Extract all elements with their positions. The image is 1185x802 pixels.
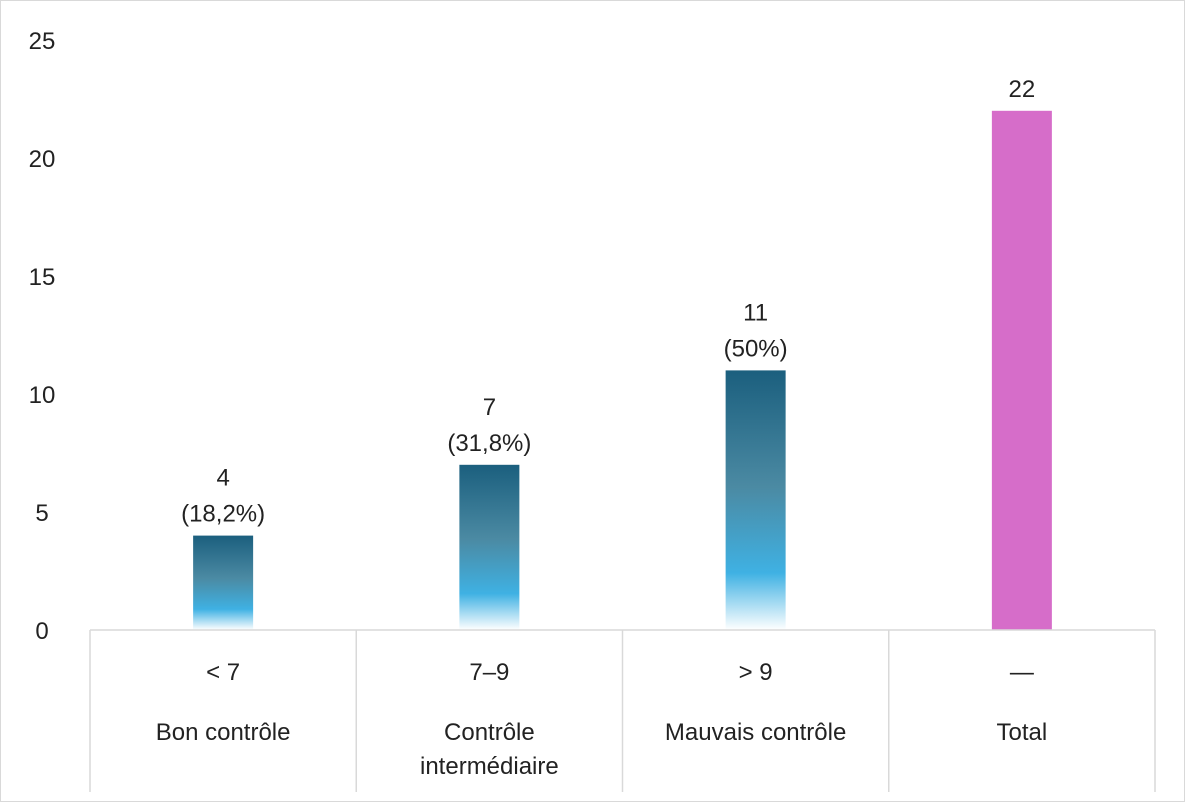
bar <box>991 110 1052 631</box>
category-label: Contrôle <box>444 719 535 746</box>
bars <box>193 110 1052 631</box>
y-axis: 0 5 10 15 20 25 <box>29 28 56 645</box>
data-labels: 4 (18,2%) 7 (31,8%) 11 (50%) 22 <box>181 76 1035 528</box>
category-label: Total <box>997 719 1048 746</box>
category-code: < 7 <box>206 659 240 686</box>
data-label: 22 <box>1009 76 1036 103</box>
data-label: 11 <box>743 299 768 326</box>
data-label: 7 <box>483 394 496 421</box>
y-tick-label: 25 <box>29 28 56 55</box>
y-tick-label: 0 <box>35 618 48 645</box>
category-table: < 7 Bon contrôle 7–9 Contrôle intermédiaire >… <box>89 629 1156 792</box>
data-label: (50%) <box>724 335 788 362</box>
y-tick-label: 20 <box>29 146 56 173</box>
y-tick-label: 5 <box>35 500 48 527</box>
bar <box>725 370 786 630</box>
y-tick-label: 15 <box>29 264 56 291</box>
category-label: Mauvais contrôle <box>665 719 846 746</box>
category-code: — <box>1010 659 1034 686</box>
category-code: > 9 <box>739 659 773 686</box>
bar <box>459 464 520 630</box>
data-label: (18,2%) <box>181 501 265 528</box>
bar <box>193 535 254 630</box>
category-label: intermédiaire <box>420 753 559 780</box>
category-label: Bon contrôle <box>156 719 291 746</box>
data-label: 4 <box>216 465 229 492</box>
category-code: 7–9 <box>469 659 509 686</box>
data-label: (31,8%) <box>447 430 531 457</box>
y-tick-label: 10 <box>29 382 56 409</box>
